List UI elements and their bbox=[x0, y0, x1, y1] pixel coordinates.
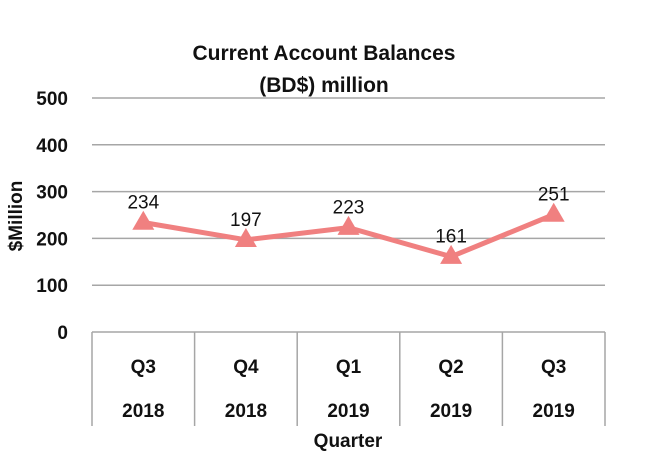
data-label: 234 bbox=[127, 192, 159, 213]
y-tick-label: 0 bbox=[57, 323, 68, 344]
y-tick-label: 500 bbox=[36, 89, 68, 110]
x-tick-year: 2019 bbox=[533, 401, 575, 422]
chart-title-line-1: Current Account Balances bbox=[193, 42, 456, 65]
y-tick-label: 100 bbox=[36, 276, 68, 297]
y-tick-label: 300 bbox=[36, 183, 68, 204]
x-tick-quarter: Q1 bbox=[336, 357, 362, 378]
x-tick-year: 2019 bbox=[327, 401, 369, 422]
series-group: 234 197 223 161 251 bbox=[127, 185, 570, 264]
data-point-marker bbox=[440, 244, 463, 264]
x-tick-year: 2018 bbox=[122, 401, 164, 422]
y-axis-ticks: 0 100 200 300 400 500 bbox=[36, 89, 68, 344]
x-tick-quarter: Q3 bbox=[131, 357, 156, 378]
y-tick-label: 400 bbox=[36, 136, 68, 157]
y-axis-label: $Million bbox=[6, 181, 27, 252]
x-tick-quarter: Q3 bbox=[541, 357, 566, 378]
data-label: 251 bbox=[538, 185, 570, 206]
x-tick-year: 2019 bbox=[430, 401, 472, 422]
x-tick-quarter: Q4 bbox=[233, 357, 259, 378]
data-label: 223 bbox=[333, 198, 365, 219]
data-point-marker bbox=[337, 215, 360, 235]
x-tick-quarter: Q2 bbox=[438, 357, 463, 378]
x-axis-category-table: Q3 2018 Q4 2018 Q1 2019 Q2 2019 Q3 2019 bbox=[91, 331, 606, 426]
gridlines bbox=[92, 97, 605, 286]
chart-title-line-2: (BD$) million bbox=[259, 74, 389, 97]
data-label: 161 bbox=[435, 227, 467, 248]
data-point-marker bbox=[132, 210, 155, 230]
data-point-marker bbox=[542, 202, 565, 222]
x-axis-label: Quarter bbox=[314, 431, 383, 452]
y-tick-label: 200 bbox=[36, 229, 68, 250]
data-point-marker bbox=[234, 228, 257, 248]
x-tick-year: 2018 bbox=[225, 401, 267, 422]
data-label: 197 bbox=[230, 210, 262, 231]
